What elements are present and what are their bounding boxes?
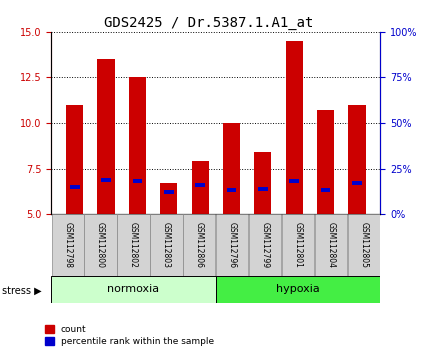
Text: normoxia: normoxia [107, 284, 160, 295]
Bar [164, 190, 174, 194]
FancyBboxPatch shape [52, 214, 84, 276]
Text: hypoxia: hypoxia [276, 284, 320, 295]
Bar [97, 59, 115, 214]
Bar [191, 161, 209, 214]
Bar [66, 105, 83, 214]
Bar [223, 123, 240, 214]
Bar [254, 152, 271, 214]
FancyBboxPatch shape [249, 214, 281, 276]
Text: GSM112799: GSM112799 [261, 222, 270, 268]
Bar [258, 187, 267, 191]
Bar [70, 185, 80, 189]
Text: GSM112802: GSM112802 [129, 222, 138, 268]
Bar [129, 78, 146, 214]
Bar [317, 110, 334, 214]
FancyBboxPatch shape [216, 276, 380, 303]
FancyBboxPatch shape [117, 214, 150, 276]
Bar [348, 105, 365, 214]
Bar [289, 179, 299, 183]
Bar [286, 41, 303, 214]
Text: GSM112805: GSM112805 [360, 222, 368, 268]
Bar [352, 181, 362, 185]
Bar [227, 188, 236, 193]
Bar [101, 177, 111, 182]
FancyBboxPatch shape [183, 214, 215, 276]
Text: GSM112804: GSM112804 [327, 222, 336, 268]
Bar [133, 179, 142, 183]
FancyBboxPatch shape [216, 214, 248, 276]
Text: GDS2425 / Dr.5387.1.A1_at: GDS2425 / Dr.5387.1.A1_at [105, 16, 314, 30]
Text: GSM112796: GSM112796 [228, 222, 237, 268]
Text: stress ▶: stress ▶ [2, 286, 42, 296]
Text: GSM112803: GSM112803 [162, 222, 171, 268]
FancyBboxPatch shape [315, 214, 347, 276]
Bar [321, 188, 330, 193]
FancyBboxPatch shape [85, 214, 117, 276]
FancyBboxPatch shape [348, 214, 380, 276]
Text: GSM112798: GSM112798 [63, 222, 72, 268]
Bar [160, 183, 178, 214]
FancyBboxPatch shape [282, 214, 314, 276]
FancyBboxPatch shape [150, 214, 182, 276]
Text: GSM112800: GSM112800 [96, 222, 105, 268]
Legend: count, percentile rank within the sample: count, percentile rank within the sample [44, 325, 214, 346]
Bar [195, 183, 205, 187]
FancyBboxPatch shape [51, 276, 216, 303]
Text: GSM112806: GSM112806 [195, 222, 204, 268]
Text: GSM112801: GSM112801 [294, 222, 303, 268]
